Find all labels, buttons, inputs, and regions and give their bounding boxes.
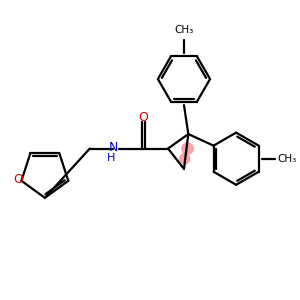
Text: O: O xyxy=(13,173,23,186)
Circle shape xyxy=(179,153,190,164)
Text: H: H xyxy=(107,153,116,163)
Circle shape xyxy=(181,142,194,155)
Text: CH₃: CH₃ xyxy=(174,25,194,35)
Text: CH₃: CH₃ xyxy=(277,154,296,164)
Text: N: N xyxy=(109,141,118,154)
Text: O: O xyxy=(139,111,148,124)
